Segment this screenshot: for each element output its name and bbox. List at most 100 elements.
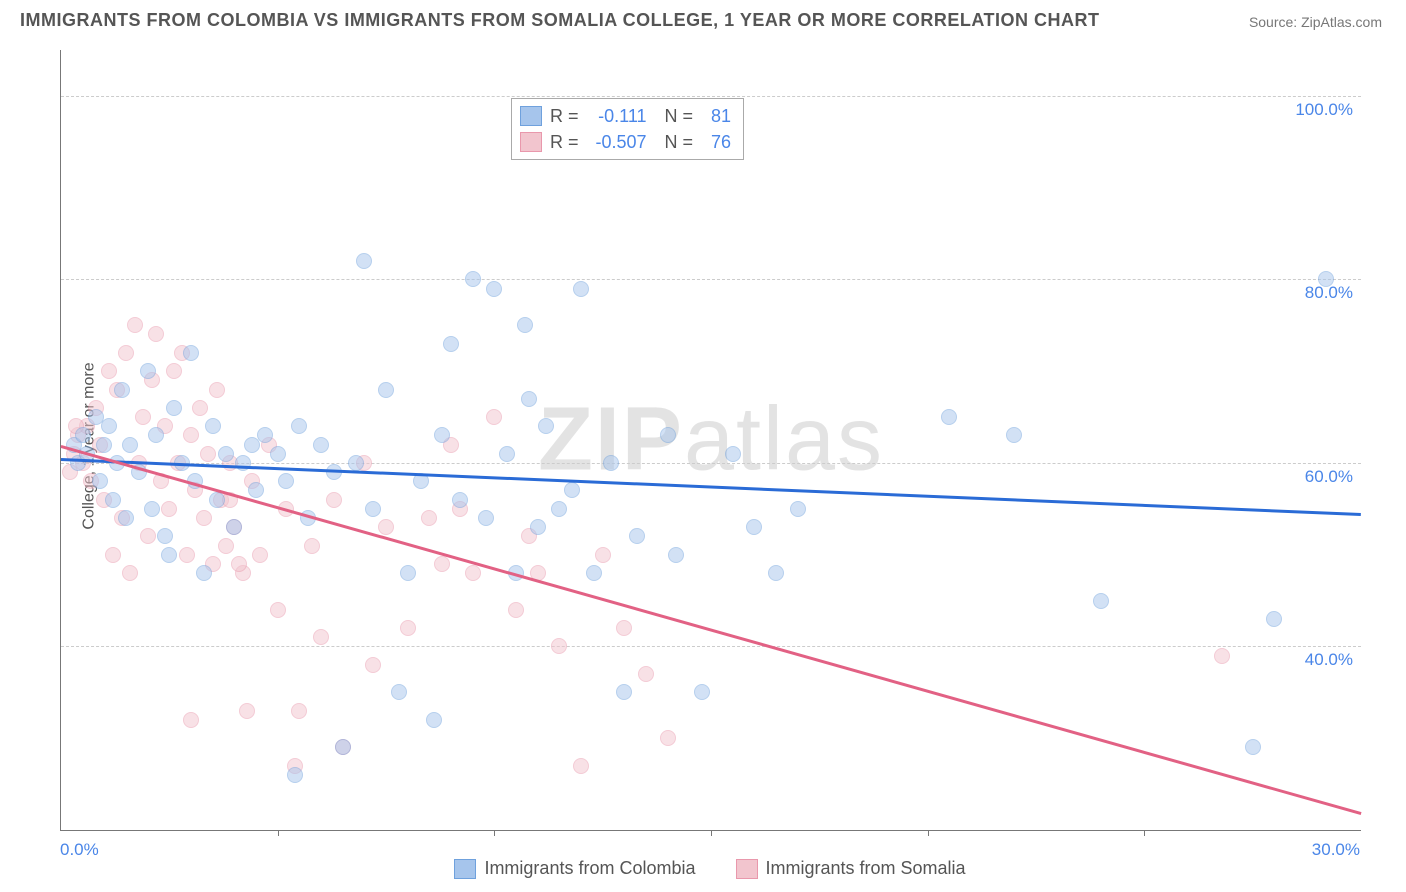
- scatter-point: [144, 501, 160, 517]
- scatter-point: [252, 547, 268, 563]
- bottom-legend: Immigrants from Colombia Immigrants from …: [60, 858, 1360, 879]
- x-tick-label: 0.0%: [60, 840, 99, 860]
- scatter-point: [725, 446, 741, 462]
- scatter-point: [270, 602, 286, 618]
- legend-swatch: [454, 859, 476, 879]
- scatter-point: [140, 363, 156, 379]
- scatter-point: [486, 281, 502, 297]
- scatter-point: [183, 712, 199, 728]
- scatter-point: [105, 547, 121, 563]
- scatter-point: [118, 345, 134, 361]
- scatter-point: [551, 501, 567, 517]
- x-tick: [1144, 830, 1145, 836]
- scatter-point: [421, 510, 437, 526]
- scatter-point: [304, 538, 320, 554]
- scatter-point: [287, 767, 303, 783]
- stat-r-label: R =: [550, 106, 579, 127]
- scatter-point: [205, 418, 221, 434]
- scatter-point: [629, 528, 645, 544]
- stat-r-value: -0.111: [587, 106, 647, 127]
- x-tick: [278, 830, 279, 836]
- scatter-point: [218, 538, 234, 554]
- scatter-point: [179, 547, 195, 563]
- scatter-point: [434, 556, 450, 572]
- scatter-point: [486, 409, 502, 425]
- legend-item: Immigrants from Colombia: [454, 858, 695, 879]
- scatter-point: [335, 739, 351, 755]
- scatter-point: [218, 446, 234, 462]
- scatter-point: [573, 758, 589, 774]
- scatter-point: [378, 382, 394, 398]
- legend-swatch: [736, 859, 758, 879]
- scatter-point: [326, 492, 342, 508]
- scatter-point: [127, 317, 143, 333]
- stat-n-label: N =: [665, 132, 694, 153]
- legend-swatch: [520, 132, 542, 152]
- gridline-horizontal: [61, 96, 1361, 97]
- x-tick: [711, 830, 712, 836]
- scatter-point: [183, 345, 199, 361]
- plot-area: ZIPatlas R =-0.111N =81R =-0.507N =76 40…: [60, 50, 1361, 831]
- scatter-point: [231, 556, 247, 572]
- scatter-point: [564, 482, 580, 498]
- scatter-point: [226, 519, 242, 535]
- scatter-point: [508, 602, 524, 618]
- scatter-point: [616, 684, 632, 700]
- stat-n-value: 76: [701, 132, 731, 153]
- scatter-point: [101, 363, 117, 379]
- scatter-point: [1266, 611, 1282, 627]
- scatter-point: [530, 519, 546, 535]
- gridline-horizontal: [61, 279, 1361, 280]
- scatter-point: [1318, 271, 1334, 287]
- scatter-point: [209, 382, 225, 398]
- scatter-point: [365, 501, 381, 517]
- scatter-point: [200, 446, 216, 462]
- x-tick: [928, 830, 929, 836]
- scatter-point: [257, 427, 273, 443]
- scatter-point: [140, 528, 156, 544]
- legend-label: Immigrants from Colombia: [484, 858, 695, 879]
- scatter-point: [96, 437, 112, 453]
- y-tick-label: 40.0%: [1305, 650, 1353, 670]
- stat-n-label: N =: [665, 106, 694, 127]
- scatter-point: [148, 427, 164, 443]
- stat-r-label: R =: [550, 132, 579, 153]
- gridline-horizontal: [61, 646, 1361, 647]
- scatter-point: [313, 629, 329, 645]
- scatter-point: [452, 492, 468, 508]
- chart-title: IMMIGRANTS FROM COLOMBIA VS IMMIGRANTS F…: [20, 10, 1099, 31]
- scatter-point: [105, 492, 121, 508]
- x-tick: [494, 830, 495, 836]
- scatter-point: [603, 455, 619, 471]
- scatter-point: [166, 363, 182, 379]
- scatter-point: [538, 418, 554, 434]
- stats-row: R =-0.507N =76: [520, 129, 731, 155]
- scatter-point: [291, 418, 307, 434]
- scatter-point: [638, 666, 654, 682]
- stats-legend-box: R =-0.111N =81R =-0.507N =76: [511, 98, 744, 160]
- scatter-point: [270, 446, 286, 462]
- scatter-point: [356, 253, 372, 269]
- scatter-point: [161, 547, 177, 563]
- gridline-horizontal: [61, 463, 1361, 464]
- scatter-point: [92, 473, 108, 489]
- legend-label: Immigrants from Somalia: [766, 858, 966, 879]
- x-tick-label: 30.0%: [1312, 840, 1360, 860]
- scatter-point: [941, 409, 957, 425]
- y-tick-label: 100.0%: [1295, 100, 1353, 120]
- scatter-point: [434, 427, 450, 443]
- legend-swatch: [520, 106, 542, 126]
- scatter-point: [573, 281, 589, 297]
- scatter-point: [790, 501, 806, 517]
- scatter-point: [313, 437, 329, 453]
- scatter-point: [278, 473, 294, 489]
- scatter-point: [391, 684, 407, 700]
- scatter-point: [135, 409, 151, 425]
- scatter-point: [157, 528, 173, 544]
- scatter-point: [478, 510, 494, 526]
- scatter-point: [660, 730, 676, 746]
- scatter-point: [235, 455, 251, 471]
- legend-item: Immigrants from Somalia: [736, 858, 966, 879]
- scatter-point: [768, 565, 784, 581]
- stat-n-value: 81: [701, 106, 731, 127]
